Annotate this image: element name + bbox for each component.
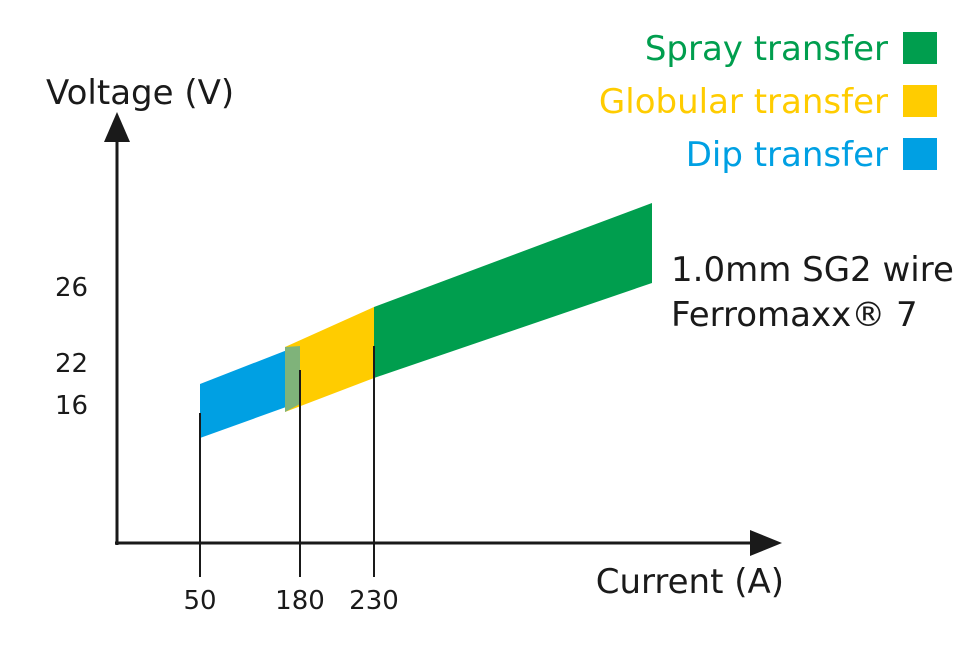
y-tick-22: 22: [55, 349, 88, 379]
x-tick-230: 230: [349, 586, 399, 616]
annotation-line-2: Ferromaxx® 7: [671, 295, 918, 335]
legend-label-spray-transfer: Spray transfer: [645, 29, 888, 69]
legend-swatch-globular-transfer: [903, 85, 937, 117]
x-tick-50: 50: [183, 586, 216, 616]
legend-swatch-spray-transfer: [903, 32, 937, 64]
legend-label-dip-transfer: Dip transfer: [686, 135, 888, 175]
band-overlap: [285, 346, 300, 412]
transfer-bands: [200, 203, 652, 438]
annotation-line-1: 1.0mm SG2 wire: [671, 250, 954, 290]
legend-label-globular-transfer: Globular transfer: [599, 82, 888, 122]
x-tick-180: 180: [275, 586, 325, 616]
y-tick-26: 26: [55, 273, 88, 303]
x-axis-label: Current (A): [596, 562, 784, 602]
band-dip-transfer: [200, 345, 300, 438]
legend-swatch-dip-transfer: [903, 138, 937, 170]
y-axis-arrow: [104, 112, 130, 142]
legend: Spray transfer Globular transfer Dip trans…: [599, 29, 937, 175]
y-tick-16: 16: [55, 391, 88, 421]
y-axis-label: Voltage (V): [46, 73, 234, 113]
y-tick-labels: 16 22 26: [55, 273, 88, 421]
x-tick-labels: 50 180 230: [183, 586, 398, 616]
band-globular-transfer: [285, 307, 374, 412]
band-spray-transfer: [374, 203, 652, 378]
x-axis-arrow: [750, 530, 782, 556]
